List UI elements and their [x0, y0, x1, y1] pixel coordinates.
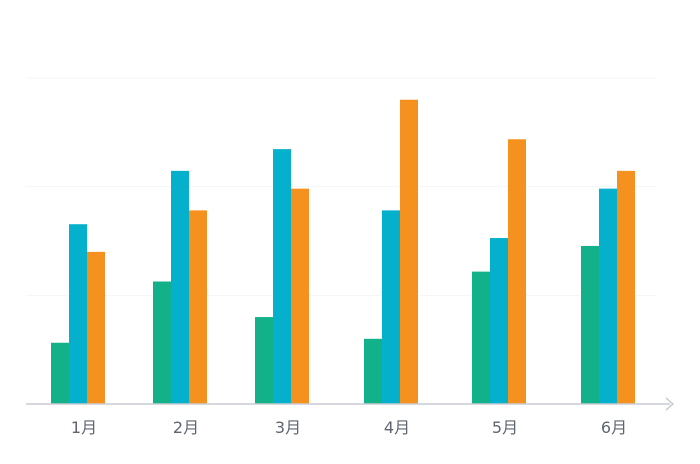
x-tick-label: 2月 [173, 418, 199, 437]
x-axis-arrow-icon [665, 397, 675, 411]
bars [51, 99, 635, 405]
bar-series-3-1 [87, 251, 105, 404]
bar-series-1-3 [255, 317, 273, 404]
bar-series-2-2 [171, 170, 189, 404]
bar-series-2-1 [69, 224, 87, 404]
x-tick-labels: 1月 2月 3月 4月 5月 6月 [71, 418, 627, 437]
x-tick-label: 3月 [275, 418, 301, 437]
bar-series-3-2 [189, 210, 207, 404]
bar-series-2-6 [599, 188, 617, 404]
x-tick-label: 4月 [384, 418, 410, 437]
x-axis [26, 397, 675, 411]
bar-series-2-3 [273, 149, 291, 404]
bar-series-1-1 [51, 342, 69, 404]
bar-series-2-5 [490, 238, 508, 404]
bar-series-3-3 [291, 188, 309, 404]
bar-series-3-6 [617, 170, 635, 404]
gridlines [26, 77, 656, 296]
bar-series-1-4 [364, 338, 382, 404]
bar-series-1-2 [153, 281, 171, 404]
bar-series-1-5 [472, 271, 490, 404]
bar-series-2-4 [382, 210, 400, 404]
bar-series-3-4 [400, 99, 418, 404]
x-tick-label: 1月 [71, 418, 97, 437]
bar-series-3-5 [508, 139, 526, 405]
x-tick-label: 5月 [492, 418, 518, 437]
x-tick-label: 6月 [601, 418, 627, 437]
bar-series-1-6 [581, 245, 599, 404]
